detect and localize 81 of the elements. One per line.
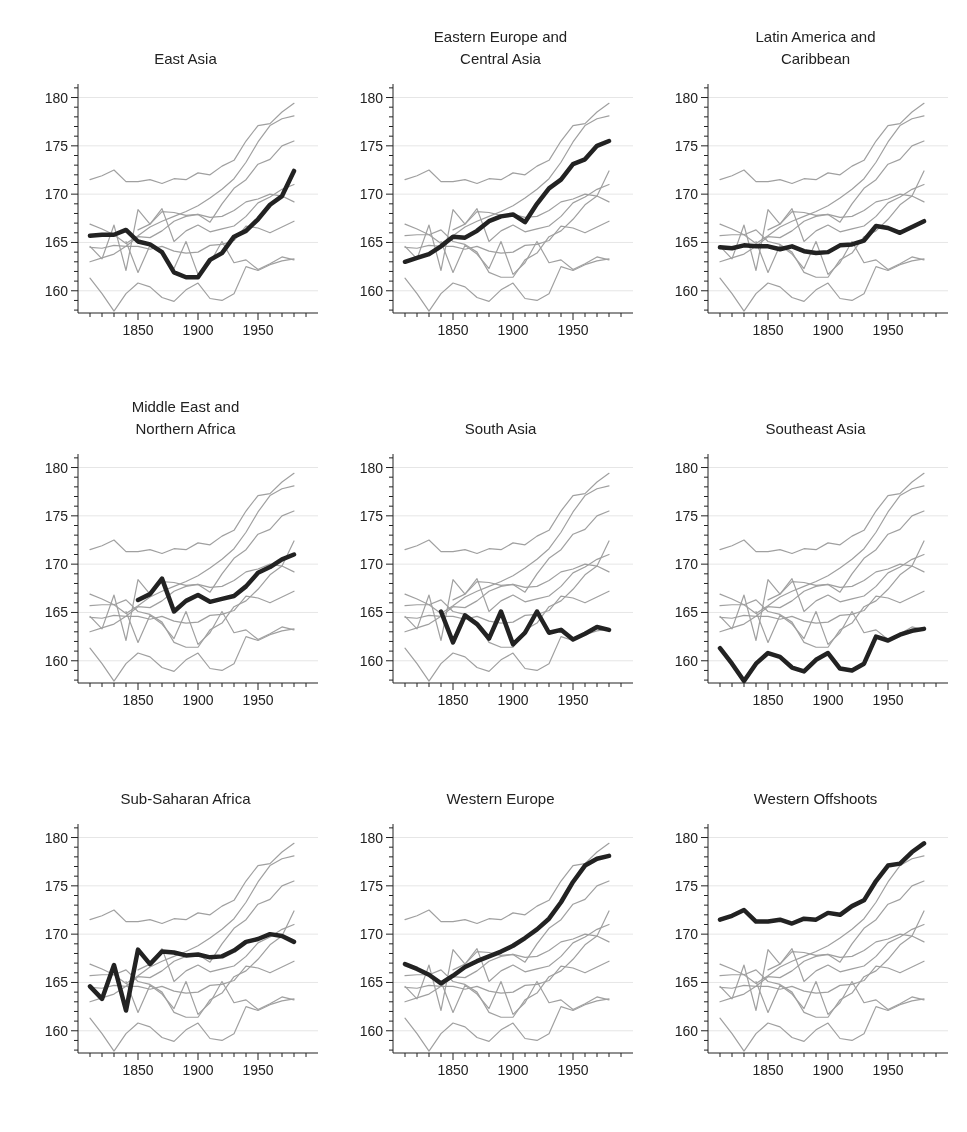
y-tick-label: 170 xyxy=(44,556,69,573)
y-tick-label: 160 xyxy=(44,282,69,299)
y-tick-label: 165 xyxy=(359,604,384,621)
x-tick-label: 1900 xyxy=(812,322,844,338)
y-tick-label: 180 xyxy=(359,459,384,476)
x-tick-label: 1950 xyxy=(872,692,904,708)
y-tick-label: 180 xyxy=(359,829,384,846)
x-tick-label: 1900 xyxy=(182,1062,214,1078)
x-tick-label: 1850 xyxy=(122,692,154,708)
y-tick-label: 165 xyxy=(674,604,699,621)
x-tick-label: 1850 xyxy=(122,1062,154,1078)
chart-title: South Asia xyxy=(464,419,537,439)
y-tick-label: 170 xyxy=(674,556,699,573)
x-tick-label: 1900 xyxy=(497,322,529,338)
y-tick-label: 160 xyxy=(44,1022,69,1039)
y-tick-label: 175 xyxy=(359,507,384,524)
y-tick-label: 180 xyxy=(359,89,384,106)
x-tick-label: 1900 xyxy=(812,692,844,708)
y-tick-label: 160 xyxy=(674,652,699,669)
x-tick-label: 1900 xyxy=(497,1062,529,1078)
x-tick-label: 1950 xyxy=(872,1062,904,1078)
x-tick-label: 1950 xyxy=(872,322,904,338)
y-tick-label: 165 xyxy=(674,234,699,251)
y-tick-label: 175 xyxy=(44,137,69,154)
x-tick-label: 1950 xyxy=(557,692,589,708)
chart-title: Latin America and Caribbean xyxy=(754,27,877,69)
y-tick-label: 165 xyxy=(44,604,69,621)
x-tick-label: 1850 xyxy=(437,692,469,708)
y-tick-label: 175 xyxy=(674,877,699,894)
y-tick-label: 160 xyxy=(674,1022,699,1039)
y-tick-label: 165 xyxy=(44,234,69,251)
y-tick-label: 175 xyxy=(359,137,384,154)
y-tick-label: 170 xyxy=(674,186,699,203)
y-tick-label: 180 xyxy=(674,89,699,106)
x-tick-label: 1900 xyxy=(497,692,529,708)
y-tick-label: 160 xyxy=(359,282,384,299)
y-tick-label: 180 xyxy=(44,459,69,476)
chart-title: Southeast Asia xyxy=(765,419,866,439)
x-tick-label: 1950 xyxy=(557,1062,589,1078)
x-tick-label: 1850 xyxy=(752,1062,784,1078)
y-tick-label: 180 xyxy=(44,829,69,846)
x-tick-label: 1850 xyxy=(752,692,784,708)
chart-title: Sub-Saharan Africa xyxy=(120,789,251,809)
x-tick-label: 1950 xyxy=(242,322,274,338)
x-tick-label: 1900 xyxy=(182,322,214,338)
x-tick-label: 1850 xyxy=(437,322,469,338)
y-tick-label: 170 xyxy=(359,186,384,203)
y-tick-label: 180 xyxy=(44,89,69,106)
y-tick-label: 160 xyxy=(44,652,69,669)
y-tick-label: 160 xyxy=(359,1022,384,1039)
y-tick-label: 170 xyxy=(359,926,384,943)
y-tick-label: 180 xyxy=(674,459,699,476)
y-tick-label: 165 xyxy=(359,234,384,251)
y-tick-label: 160 xyxy=(359,652,384,669)
x-tick-label: 1850 xyxy=(752,322,784,338)
chart-title: Western Offshoots xyxy=(753,789,878,809)
y-tick-label: 165 xyxy=(44,974,69,991)
x-tick-label: 1950 xyxy=(557,322,589,338)
y-tick-label: 170 xyxy=(674,926,699,943)
x-tick-label: 1950 xyxy=(242,1062,274,1078)
y-tick-label: 165 xyxy=(674,974,699,991)
chart-title: Western Europe xyxy=(446,789,555,809)
y-tick-label: 175 xyxy=(674,507,699,524)
y-tick-label: 165 xyxy=(359,974,384,991)
y-tick-label: 175 xyxy=(674,137,699,154)
x-tick-label: 1950 xyxy=(242,692,274,708)
y-tick-label: 170 xyxy=(44,186,69,203)
y-tick-label: 180 xyxy=(674,829,699,846)
y-tick-label: 175 xyxy=(44,507,69,524)
y-tick-label: 170 xyxy=(359,556,384,573)
y-tick-label: 160 xyxy=(674,282,699,299)
y-tick-label: 175 xyxy=(44,877,69,894)
y-tick-label: 170 xyxy=(44,926,69,943)
x-tick-label: 1850 xyxy=(122,322,154,338)
x-tick-label: 1850 xyxy=(437,1062,469,1078)
chart-title: East Asia xyxy=(154,49,217,69)
x-tick-label: 1900 xyxy=(812,1062,844,1078)
chart-title: Middle East and Northern Africa xyxy=(130,397,241,439)
x-tick-label: 1900 xyxy=(182,692,214,708)
chart-title: Eastern Europe and Central Asia xyxy=(432,27,569,69)
y-tick-label: 175 xyxy=(359,877,384,894)
